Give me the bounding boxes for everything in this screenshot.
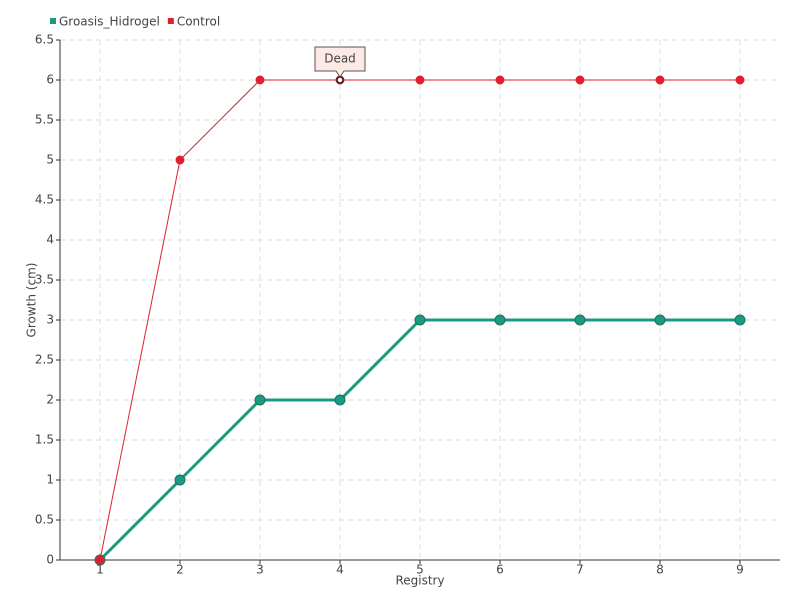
- y-tick-label: 2.5: [35, 353, 54, 367]
- data-point: [574, 314, 586, 326]
- x-axis-label: Registry: [395, 574, 444, 588]
- y-tick-label: 1: [46, 473, 54, 487]
- legend-label: Groasis_Hidrogel: [59, 15, 160, 29]
- x-tick-label: 7: [576, 563, 584, 577]
- legend-swatch: [50, 18, 56, 24]
- y-tick-label: 4.5: [35, 193, 54, 207]
- data-point: [734, 314, 746, 326]
- y-tick-label: 6.5: [35, 33, 54, 47]
- data-point: [255, 75, 265, 85]
- legend-swatch: [167, 18, 174, 24]
- data-point: [575, 75, 585, 85]
- data-point: [175, 155, 185, 165]
- y-tick-label: 4: [46, 233, 54, 247]
- data-point: [95, 555, 105, 565]
- x-tick-label: 2: [176, 563, 184, 577]
- data-point: [254, 394, 266, 406]
- y-tick-label: 1.5: [35, 433, 54, 447]
- y-tick-label: 3.5: [35, 273, 54, 287]
- x-tick-label: 3: [256, 563, 264, 577]
- x-tick-label: 6: [496, 563, 504, 577]
- data-point: [494, 314, 506, 326]
- data-point: [735, 75, 745, 85]
- y-tick-label: 0.5: [35, 513, 54, 527]
- x-tick-label: 9: [736, 563, 744, 577]
- annotation-box: [314, 46, 366, 78]
- x-tick-label: 8: [656, 563, 664, 577]
- annotation-text: Dead: [324, 52, 356, 66]
- legend-label: Control: [177, 15, 220, 29]
- y-tick-label: 5.5: [35, 113, 54, 127]
- data-point: [174, 474, 186, 486]
- y-axis-label: Growth (cm): [25, 263, 39, 338]
- y-tick-label: 5: [46, 153, 54, 167]
- data-point: [414, 314, 426, 326]
- data-point: [415, 75, 425, 85]
- y-tick-label: 3: [46, 313, 54, 327]
- data-point: [655, 75, 665, 85]
- x-tick-label: 4: [336, 563, 344, 577]
- data-point: [495, 75, 505, 85]
- y-tick-label: 2: [46, 393, 54, 407]
- y-tick-label: 0: [46, 553, 54, 567]
- data-point: [334, 394, 346, 406]
- x-tick-label: 1: [96, 563, 104, 577]
- y-tick-label: 6: [46, 73, 54, 87]
- x-tick-label: 5: [416, 563, 424, 577]
- data-point: [654, 314, 666, 326]
